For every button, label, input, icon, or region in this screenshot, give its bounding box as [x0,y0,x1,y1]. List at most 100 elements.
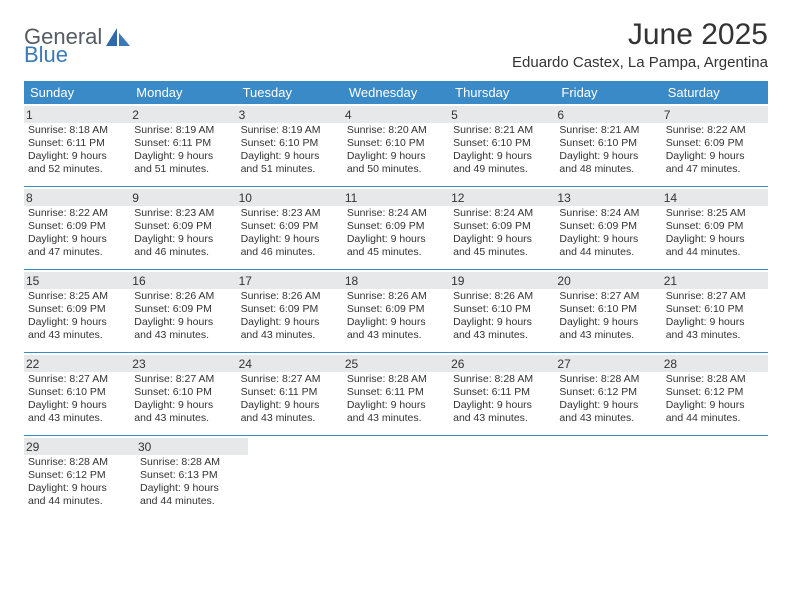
daylight-text: Daylight: 9 hours [453,150,551,163]
empty-day-cell [664,436,768,518]
weekday-header: Tuesday [237,81,343,104]
daylight-text: Daylight: 9 hours [134,399,232,412]
day-details: Sunrise: 8:23 AMSunset: 6:09 PMDaylight:… [134,207,232,260]
sunset-text: Sunset: 6:10 PM [241,137,339,150]
brand-sail-icon [106,28,130,46]
day-number: 6 [555,106,661,123]
calendar-grid: Sunday Monday Tuesday Wednesday Thursday… [24,81,768,518]
daylight-text: Daylight: 9 hours [140,482,244,495]
sunset-text: Sunset: 6:09 PM [241,220,339,233]
day-number: 13 [555,189,661,206]
day-number: 24 [237,355,343,372]
sunrise-text: Sunrise: 8:27 AM [559,290,657,303]
day-details: Sunrise: 8:28 AMSunset: 6:13 PMDaylight:… [140,456,244,509]
sunset-text: Sunset: 6:10 PM [559,303,657,316]
day-details: Sunrise: 8:21 AMSunset: 6:10 PMDaylight:… [453,124,551,177]
day-cell: 23Sunrise: 8:27 AMSunset: 6:10 PMDayligh… [130,353,236,435]
sunrise-text: Sunrise: 8:23 AM [134,207,232,220]
empty-day-cell [456,436,560,518]
week-row: 1Sunrise: 8:18 AMSunset: 6:11 PMDaylight… [24,104,768,187]
day-number: 10 [237,189,343,206]
daylight-text: and 43 minutes. [347,412,445,425]
daylight-text: Daylight: 9 hours [241,150,339,163]
day-number: 27 [555,355,661,372]
daylight-text: and 44 minutes. [28,495,132,508]
day-cell: 2Sunrise: 8:19 AMSunset: 6:11 PMDaylight… [130,104,236,186]
day-cell: 9Sunrise: 8:23 AMSunset: 6:09 PMDaylight… [130,187,236,269]
daylight-text: Daylight: 9 hours [453,233,551,246]
day-cell: 8Sunrise: 8:22 AMSunset: 6:09 PMDaylight… [24,187,130,269]
brand-word2: Blue [24,42,68,68]
sunset-text: Sunset: 6:11 PM [241,386,339,399]
day-number: 28 [662,355,768,372]
day-cell: 4Sunrise: 8:20 AMSunset: 6:10 PMDaylight… [343,104,449,186]
day-cell: 27Sunrise: 8:28 AMSunset: 6:12 PMDayligh… [555,353,661,435]
sunset-text: Sunset: 6:09 PM [666,137,764,150]
day-details: Sunrise: 8:18 AMSunset: 6:11 PMDaylight:… [28,124,126,177]
sunrise-text: Sunrise: 8:27 AM [134,373,232,386]
day-number: 1 [24,106,130,123]
sunrise-text: Sunrise: 8:19 AM [134,124,232,137]
day-cell: 20Sunrise: 8:27 AMSunset: 6:10 PMDayligh… [555,270,661,352]
day-cell: 18Sunrise: 8:26 AMSunset: 6:09 PMDayligh… [343,270,449,352]
sunrise-text: Sunrise: 8:28 AM [666,373,764,386]
sunrise-text: Sunrise: 8:22 AM [28,207,126,220]
empty-day-cell [352,436,456,518]
sunset-text: Sunset: 6:11 PM [347,386,445,399]
sunset-text: Sunset: 6:11 PM [453,386,551,399]
daylight-text: Daylight: 9 hours [241,316,339,329]
daylight-text: Daylight: 9 hours [28,150,126,163]
day-number: 22 [24,355,130,372]
header: General June 2025 Eduardo Castex, La Pam… [24,18,768,79]
day-cell: 5Sunrise: 8:21 AMSunset: 6:10 PMDaylight… [449,104,555,186]
daylight-text: and 43 minutes. [241,329,339,342]
sunrise-text: Sunrise: 8:26 AM [453,290,551,303]
day-number: 7 [662,106,768,123]
daylight-text: Daylight: 9 hours [347,233,445,246]
sunset-text: Sunset: 6:09 PM [453,220,551,233]
sunset-text: Sunset: 6:10 PM [347,137,445,150]
day-details: Sunrise: 8:26 AMSunset: 6:09 PMDaylight:… [134,290,232,343]
weekday-header: Friday [555,81,661,104]
empty-day-cell [560,436,664,518]
day-details: Sunrise: 8:26 AMSunset: 6:09 PMDaylight:… [241,290,339,343]
day-number: 15 [24,272,130,289]
day-details: Sunrise: 8:24 AMSunset: 6:09 PMDaylight:… [347,207,445,260]
daylight-text: Daylight: 9 hours [559,233,657,246]
day-number: 14 [662,189,768,206]
sunrise-text: Sunrise: 8:28 AM [453,373,551,386]
day-cell: 29Sunrise: 8:28 AMSunset: 6:12 PMDayligh… [24,436,136,518]
day-number: 23 [130,355,236,372]
day-number: 29 [24,438,136,455]
daylight-text: and 44 minutes. [666,246,764,259]
sunrise-text: Sunrise: 8:27 AM [666,290,764,303]
sunrise-text: Sunrise: 8:25 AM [666,207,764,220]
day-details: Sunrise: 8:21 AMSunset: 6:10 PMDaylight:… [559,124,657,177]
sunrise-text: Sunrise: 8:28 AM [28,456,132,469]
day-cell: 7Sunrise: 8:22 AMSunset: 6:09 PMDaylight… [662,104,768,186]
daylight-text: and 43 minutes. [28,329,126,342]
day-number: 12 [449,189,555,206]
day-cell: 1Sunrise: 8:18 AMSunset: 6:11 PMDaylight… [24,104,130,186]
day-details: Sunrise: 8:28 AMSunset: 6:11 PMDaylight:… [347,373,445,426]
daylight-text: Daylight: 9 hours [559,316,657,329]
weekday-header: Sunday [24,81,130,104]
daylight-text: and 48 minutes. [559,163,657,176]
sunrise-text: Sunrise: 8:20 AM [347,124,445,137]
day-cell: 26Sunrise: 8:28 AMSunset: 6:11 PMDayligh… [449,353,555,435]
day-details: Sunrise: 8:19 AMSunset: 6:10 PMDaylight:… [241,124,339,177]
day-details: Sunrise: 8:26 AMSunset: 6:09 PMDaylight:… [347,290,445,343]
sunrise-text: Sunrise: 8:28 AM [347,373,445,386]
day-cell: 10Sunrise: 8:23 AMSunset: 6:09 PMDayligh… [237,187,343,269]
sunrise-text: Sunrise: 8:23 AM [241,207,339,220]
daylight-text: and 43 minutes. [559,329,657,342]
sunrise-text: Sunrise: 8:24 AM [453,207,551,220]
day-details: Sunrise: 8:23 AMSunset: 6:09 PMDaylight:… [241,207,339,260]
sunrise-text: Sunrise: 8:24 AM [347,207,445,220]
week-row: 8Sunrise: 8:22 AMSunset: 6:09 PMDaylight… [24,187,768,270]
day-number: 26 [449,355,555,372]
day-details: Sunrise: 8:26 AMSunset: 6:10 PMDaylight:… [453,290,551,343]
sunrise-text: Sunrise: 8:24 AM [559,207,657,220]
daylight-text: and 46 minutes. [134,246,232,259]
sunrise-text: Sunrise: 8:26 AM [347,290,445,303]
